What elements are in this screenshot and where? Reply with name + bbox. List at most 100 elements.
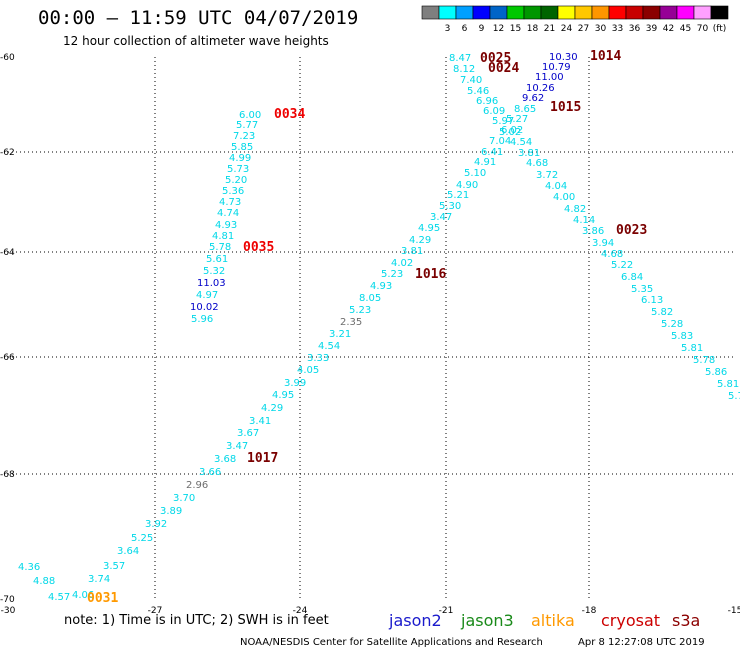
color-swatch (676, 5, 695, 20)
wave-height-value: 3.64 (117, 546, 139, 557)
x-tick-label: -27 (148, 606, 163, 616)
pass-id-label: 1016 (415, 267, 446, 282)
color-swatch (557, 5, 576, 20)
wave-height-value: 3.66 (199, 467, 221, 478)
colorbar-unit: (ft) (713, 24, 727, 34)
wave-height-value: 4.97 (196, 290, 218, 301)
wave-height-value: 8.05 (359, 293, 381, 304)
colorbar-label: 21 (544, 24, 555, 34)
colorbar-label: 15 (510, 24, 521, 34)
legend-jason3: jason3 (460, 611, 514, 630)
wave-height-value: 5.36 (222, 186, 244, 197)
color-swatch (421, 5, 440, 20)
wave-height-value: 3.47 (430, 212, 452, 223)
color-scale-bar: 3 6 9 12 15 18 21 24 27 30 33 36 39 42 45 70 (ft) (421, 5, 729, 34)
wave-height-value: 4.06 (72, 590, 94, 601)
pass-id-label: 0024 (488, 61, 519, 76)
wave-height-value: 6.02 (501, 125, 523, 136)
wave-height-value: 5.77 (236, 120, 258, 131)
color-swatch (540, 5, 559, 20)
wave-height-value: 4.29 (261, 403, 283, 414)
colorbar-label: 9 (479, 24, 485, 34)
color-swatch (642, 5, 661, 20)
x-tick-label: -15 (728, 606, 740, 616)
wave-height-labels: 6.005.777.235.854.995.735.205.364.734.74… (18, 49, 740, 606)
wave-height-value: 6.84 (621, 272, 643, 283)
wave-height-value: 4.91 (474, 157, 496, 168)
wave-height-value: 4.36 (18, 562, 40, 573)
axis-tick-labels: -30 -27 -24 -21 -18 -15 -60 -62 -64 -66 -68 -70 (0, 53, 740, 616)
colorbar-label: 30 (595, 24, 607, 34)
wave-height-value: 5.22 (611, 260, 633, 271)
wave-height-value: 2.35 (340, 317, 362, 328)
colorbar-label: 24 (561, 24, 573, 34)
wave-height-value: 5.82 (651, 307, 673, 318)
wave-height-value: 11.03 (197, 278, 226, 289)
color-swatch (438, 5, 457, 20)
chart-subtitle: 12 hour collection of altimeter wave hei… (63, 34, 329, 48)
wave-height-value: 6.00 (239, 110, 261, 121)
wave-height-value: 3.33 (307, 353, 329, 364)
legend-s3a: s3a (672, 611, 700, 630)
wave-height-value: 5.96 (191, 314, 213, 325)
wave-height-value: 4.02 (391, 258, 413, 269)
colorbar-label: 36 (629, 24, 641, 34)
wave-height-value: 5.97 (492, 116, 514, 127)
wave-height-value: 5.20 (225, 175, 247, 186)
wave-height-value: 11.00 (535, 72, 564, 83)
wave-height-value: 3.99 (284, 378, 306, 389)
color-swatch (506, 5, 525, 20)
wave-height-value: 6.13 (641, 295, 663, 306)
wave-height-value: 10.02 (190, 302, 219, 313)
colorbar-label: 18 (527, 24, 539, 34)
legend-altika: altika (531, 611, 575, 630)
color-swatch (523, 5, 542, 20)
wave-height-value: 7.04 (489, 136, 511, 147)
color-swatch (591, 5, 610, 20)
wave-height-value: 4.29 (409, 235, 431, 246)
wave-height-value: 6.41 (481, 147, 503, 158)
wave-height-value: 10.79 (542, 62, 571, 73)
wave-height-value: 5.85 (231, 142, 253, 153)
wave-height-value: 5.23 (381, 269, 403, 280)
colorbar-label: 39 (646, 24, 658, 34)
colorbar-label: 70 (697, 24, 709, 34)
wave-height-value: 5.7 (728, 391, 740, 402)
pass-id-label: 0031 (87, 591, 118, 606)
wave-height-value: 2.96 (186, 480, 208, 491)
wave-height-value: 7.23 (233, 131, 255, 142)
y-tick-label: -60 (0, 53, 15, 63)
colorbar-label: 12 (493, 24, 504, 34)
footer: note: 1) Time is in UTC; 2) SWH is in fe… (64, 611, 705, 648)
wave-height-value: 5.35 (631, 284, 653, 295)
wave-height-value: 3.86 (582, 226, 604, 237)
x-tick-label: -30 (1, 606, 16, 616)
wave-height-value: 3.81 (518, 148, 540, 159)
wave-height-value: 5.27 (506, 114, 528, 125)
wave-height-value: 5.81 (717, 379, 739, 390)
pass-id-label: 0023 (616, 223, 647, 238)
y-tick-label: -66 (0, 353, 15, 363)
legend-cryosat: cryosat (601, 611, 660, 630)
y-tick-label: -70 (0, 595, 15, 605)
wave-height-value: 8.65 (514, 104, 536, 115)
wave-height-value: 9.62 (522, 93, 544, 104)
wave-height-value: 5.10 (464, 168, 486, 179)
wave-height-value: 3.70 (173, 493, 195, 504)
wave-height-value: 3.68 (214, 454, 236, 465)
color-swatch (455, 5, 474, 20)
wave-height-value: 4.82 (564, 204, 586, 215)
wave-height-value: 4.99 (229, 153, 251, 164)
wave-height-value: 10.26 (526, 83, 555, 94)
color-swatch (693, 5, 712, 20)
wave-height-value: 4.14 (573, 215, 595, 226)
wave-height-value: 3.47 (226, 441, 248, 452)
wave-height-value: 3.21 (329, 329, 351, 340)
wave-height-value: 5.23 (349, 305, 371, 316)
wave-height-value: 4.95 (272, 390, 294, 401)
colorbar-label: 27 (578, 24, 589, 34)
x-tick-label: -21 (439, 606, 454, 616)
x-tick-label: -24 (293, 606, 308, 616)
wave-height-value: 5.61 (206, 254, 228, 265)
wave-height-value: 10.30 (549, 52, 578, 63)
